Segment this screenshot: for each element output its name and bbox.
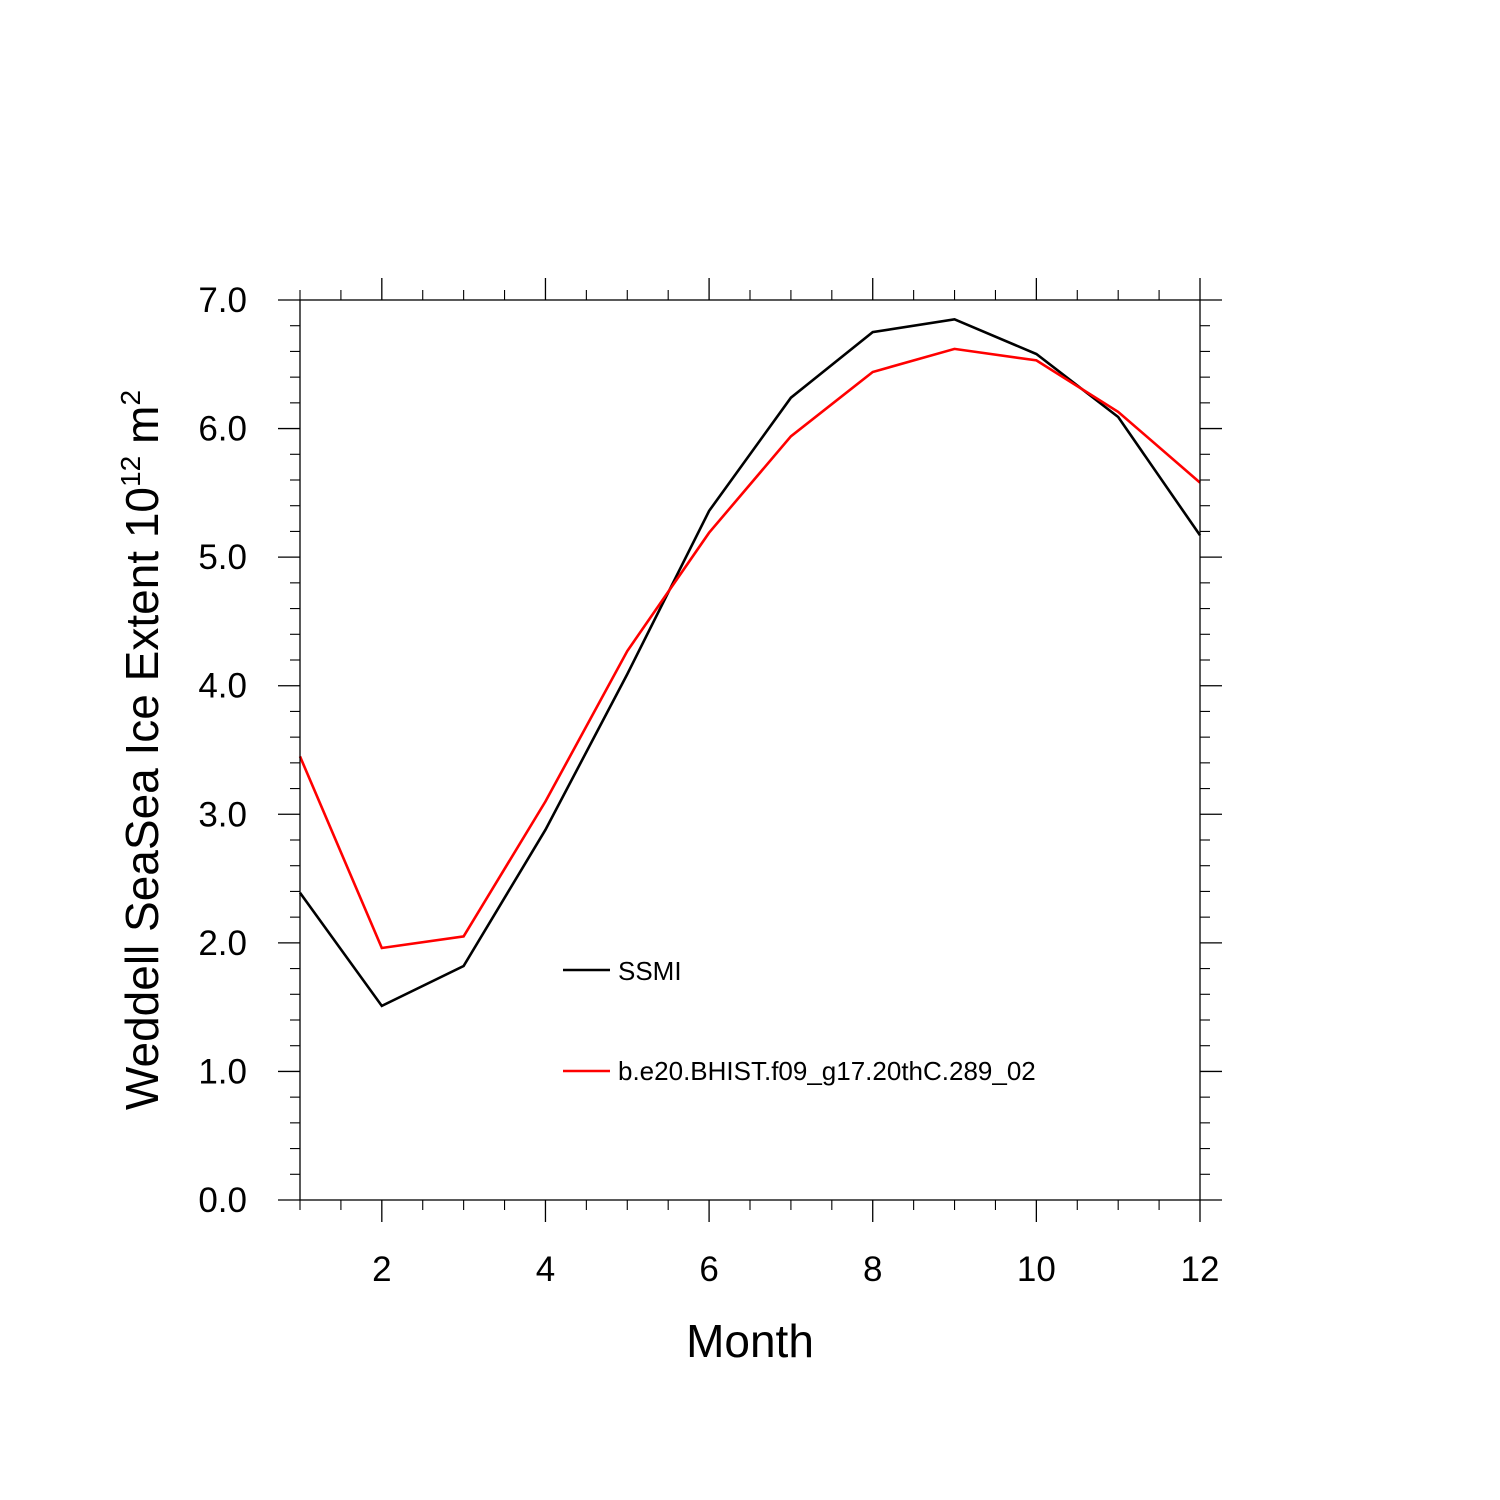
legend-label-ssmi: SSMI xyxy=(618,956,682,986)
axis-ticks xyxy=(278,278,1222,1222)
x-tick-label: 2 xyxy=(372,1250,391,1289)
x-tick-label: 4 xyxy=(536,1250,555,1289)
x-tick-label: 6 xyxy=(699,1250,718,1289)
y-axis-title-unit-exponent: 2 xyxy=(115,390,146,406)
tick-labels: 2 4 6 8 10 12 0.0 1.0 2.0 3.0 4.0 5.0 6.0 7.0 xyxy=(198,281,1219,1289)
x-tick-label: 12 xyxy=(1181,1250,1220,1289)
series-line-model xyxy=(298,347,1201,950)
y-tick-label: 2.0 xyxy=(198,924,247,963)
x-tick-label: 10 xyxy=(1017,1250,1056,1289)
y-tick-label: 5.0 xyxy=(198,538,247,577)
plot-frame xyxy=(299,299,1201,1201)
legend: SSMI b.e20.BHIST.f09_g17.20thC.289_02 xyxy=(563,956,1036,1086)
y-tick-label: 1.0 xyxy=(198,1052,247,1091)
y-axis-title: Weddell SeaSea Ice Extent 1012 m2 xyxy=(115,390,168,1110)
series-lines xyxy=(298,317,1202,1008)
x-tick-label: 8 xyxy=(863,1250,882,1289)
y-axis-title-prefix: Weddell SeaSea Ice Extent 10 xyxy=(116,487,168,1110)
y-tick-label: 4.0 xyxy=(198,667,247,706)
y-axis-title-unit: m xyxy=(116,405,168,443)
x-axis-title: Month xyxy=(686,1315,814,1367)
y-tick-label: 0.0 xyxy=(198,1181,247,1220)
y-axis-title-exponent: 12 xyxy=(115,456,146,487)
series-line-ssmi xyxy=(298,317,1202,1008)
y-tick-label: 3.0 xyxy=(198,795,247,834)
legend-label-model: b.e20.BHIST.f09_g17.20thC.289_02 xyxy=(618,1056,1036,1086)
y-tick-label: 7.0 xyxy=(198,281,247,320)
y-tick-label: 6.0 xyxy=(198,410,247,449)
